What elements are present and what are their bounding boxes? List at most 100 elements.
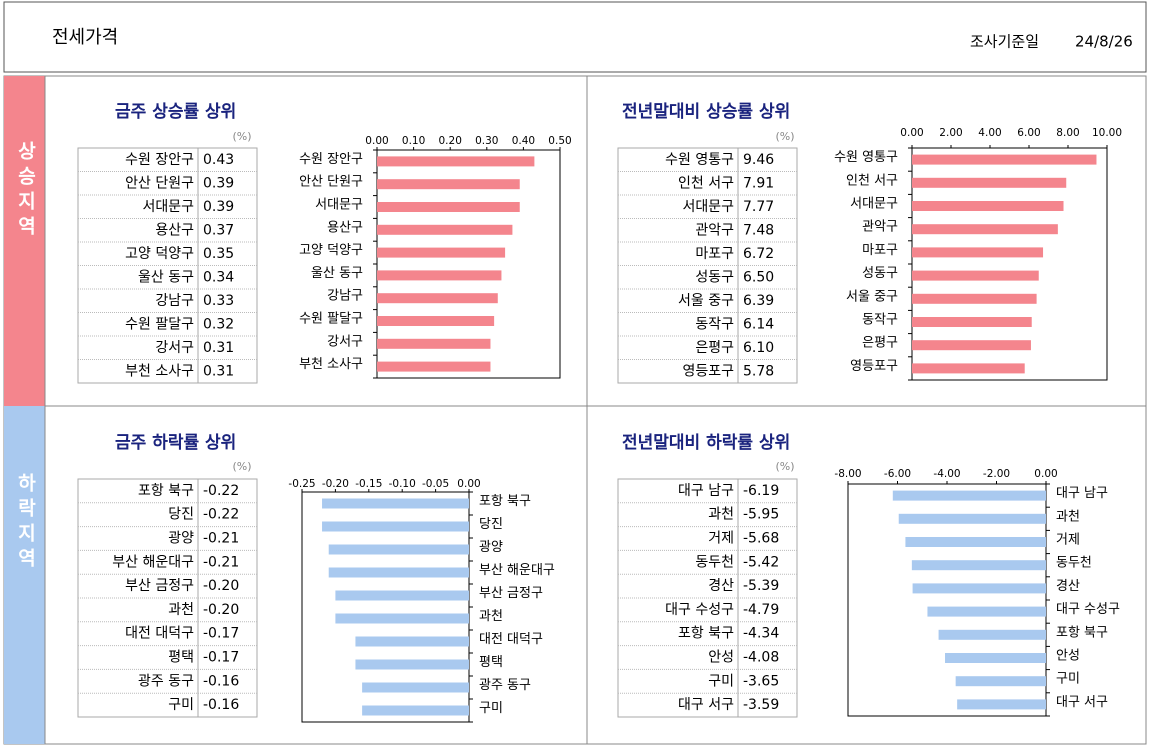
unit-label: (%) [232, 460, 251, 473]
category-label: 울산 동구 [311, 266, 363, 281]
category-label: 경산 [1056, 579, 1080, 594]
bar [377, 361, 491, 372]
x-tick-label: 0.00 [457, 478, 480, 490]
date: 24/8/26 [1075, 33, 1133, 51]
category-label: 안산 단원구 [299, 175, 363, 190]
bar [912, 340, 1031, 351]
bar [912, 293, 1037, 304]
category-label: 동작구 [862, 313, 898, 328]
bar [355, 659, 469, 670]
bar [335, 613, 469, 624]
table-value: -3.65 [743, 673, 779, 689]
section-band [4, 76, 45, 406]
category-label: 성동구 [862, 266, 898, 281]
bar [912, 224, 1058, 235]
table-name: 과천 [168, 602, 194, 618]
table-value: -0.20 [203, 602, 239, 618]
category-label: 대구 서구 [1056, 695, 1108, 710]
bar [335, 590, 469, 601]
table-value: -0.21 [203, 554, 239, 570]
table-value: 0.37 [203, 222, 234, 238]
bar [377, 270, 502, 281]
category-label: 포항 북구 [1056, 625, 1108, 640]
category-label: 과천 [479, 609, 503, 624]
category-label: 안성 [1056, 649, 1080, 664]
table-value: 6.72 [743, 246, 774, 262]
table-name: 구미 [708, 673, 734, 689]
table-value: -5.42 [743, 554, 779, 570]
table-value: -0.22 [203, 483, 239, 499]
table-name: 대구 서구 [678, 697, 734, 713]
table-value: -5.39 [743, 578, 779, 594]
table-name: 포항 북구 [678, 626, 734, 642]
bar [328, 567, 469, 578]
category-label: 부산 금정구 [479, 586, 543, 601]
section-band [4, 406, 45, 744]
table-value: -0.22 [203, 507, 239, 523]
bar [912, 177, 1067, 188]
bar [328, 544, 469, 555]
category-label: 부산 해운대구 [479, 563, 555, 578]
table-name: 당진 [168, 507, 194, 523]
table-name: 울산 동구 [138, 269, 194, 285]
category-label: 인천 서구 [846, 173, 898, 188]
x-tick-label: -4.00 [933, 468, 960, 480]
bar [377, 316, 495, 326]
table-value: -3.59 [743, 697, 779, 713]
x-tick-label: -8.00 [834, 468, 861, 480]
category-label: 서울 중구 [846, 289, 898, 304]
x-tick-label: 0.40 [512, 135, 535, 147]
unit-label: (%) [775, 460, 794, 473]
table-name: 거제 [708, 531, 734, 547]
table-value: 0.32 [203, 316, 234, 332]
table-name: 수원 영통구 [665, 152, 734, 168]
table-name: 대전 대덕구 [125, 626, 194, 642]
table-value: 0.31 [203, 363, 234, 379]
table-name: 성동구 [695, 269, 734, 285]
bar [355, 636, 469, 647]
x-tick-label: 10.00 [1092, 127, 1122, 139]
x-tick-label: -0.10 [389, 478, 416, 490]
x-tick-label: -2.00 [983, 468, 1010, 480]
table-value: 0.39 [203, 199, 234, 215]
table-value: 7.77 [743, 199, 774, 215]
table-value: -0.20 [203, 578, 239, 594]
bar [362, 705, 469, 716]
bar [377, 338, 491, 349]
table-name: 구미 [168, 697, 194, 713]
table-name: 관악구 [695, 222, 734, 238]
table-value: 0.33 [203, 293, 234, 309]
table-name: 부산 금정구 [125, 578, 194, 594]
category-label: 용산구 [327, 220, 363, 235]
table-value: 0.43 [203, 152, 234, 168]
bar [955, 676, 1046, 687]
bar [911, 560, 1046, 571]
bar [377, 293, 498, 304]
table-value: -4.79 [743, 602, 779, 618]
unit-label: (%) [232, 130, 251, 143]
unit-label: (%) [775, 130, 794, 143]
x-tick-label: 0.00 [900, 127, 923, 139]
table-value: 0.34 [203, 269, 234, 285]
category-label: 마포구 [862, 243, 898, 258]
bar [912, 201, 1064, 211]
x-tick-label: 0.50 [548, 135, 571, 147]
table-value: -4.34 [743, 626, 779, 642]
table-name: 강남구 [155, 293, 194, 309]
table-value: 6.10 [743, 340, 774, 356]
table-name: 서울 중구 [678, 293, 734, 309]
bar [945, 653, 1046, 663]
category-label: 대구 남구 [1056, 486, 1108, 501]
table-name: 과천 [708, 507, 734, 523]
category-label: 강서구 [327, 334, 363, 349]
table-value: 6.14 [743, 316, 774, 332]
x-tick-label: -0.15 [355, 478, 382, 490]
x-tick-label: 0.20 [439, 135, 462, 147]
bar [377, 224, 513, 235]
table-name: 대구 남구 [678, 483, 734, 499]
table-value: -5.68 [743, 531, 779, 547]
x-tick-label: 0.00 [365, 135, 388, 147]
bar [377, 179, 520, 190]
table-value: -0.17 [203, 626, 239, 642]
x-tick-label: -6.00 [884, 468, 911, 480]
